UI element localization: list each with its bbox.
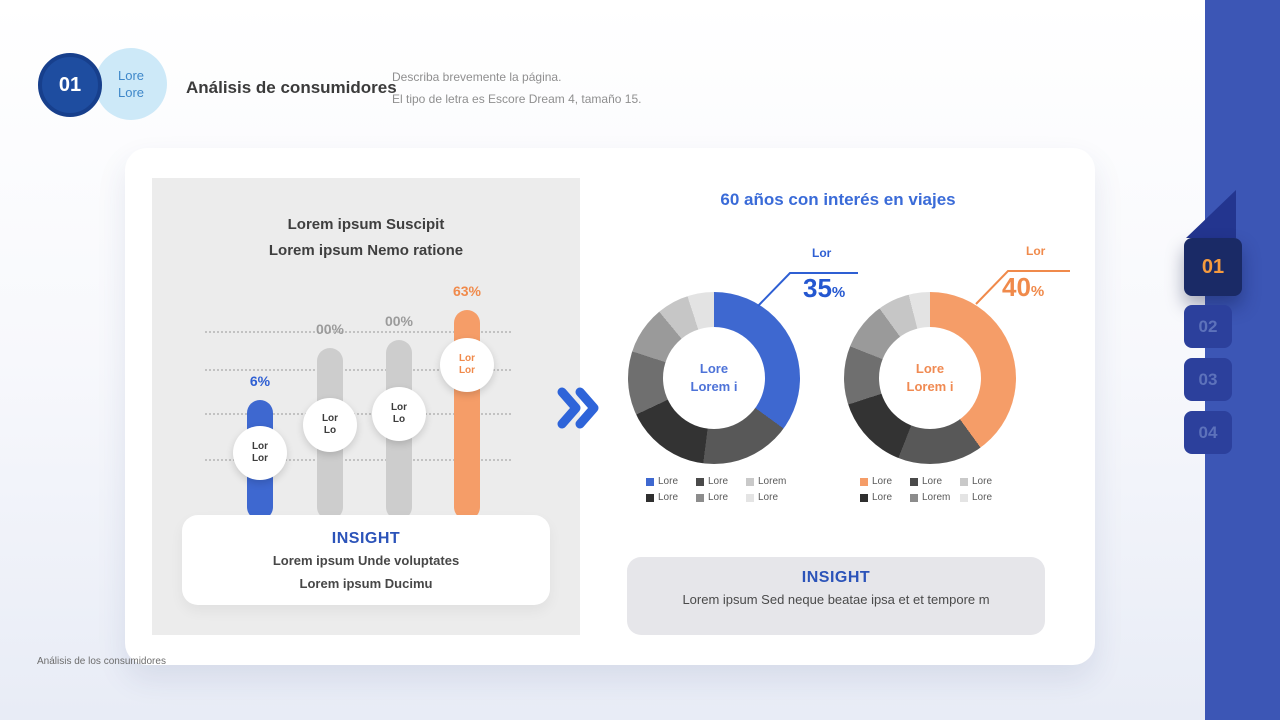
legend-swatch: [746, 477, 754, 486]
page-description: Describa brevemente la página. El tipo d…: [392, 66, 641, 110]
description-line: El tipo de letra es Escore Dream 4, tama…: [392, 92, 642, 106]
legend-label: Lore: [872, 476, 893, 487]
legend-item: Lore: [646, 492, 696, 503]
donut-center-line: Lorem i: [906, 379, 954, 394]
legend-item: Lore: [696, 476, 746, 487]
insight-title: INSIGHT: [331, 530, 401, 547]
slide-number: 01: [58, 73, 82, 96]
legend-swatch: [860, 477, 868, 486]
slide-number-badge: 01: [38, 53, 102, 117]
legend-label: Lore: [708, 492, 729, 503]
percent-sign: %: [1030, 283, 1045, 300]
legend-swatch: [960, 477, 968, 486]
legend-label: Lore: [872, 492, 893, 503]
donut-center-line: Lorem i: [690, 379, 738, 394]
donut2-legend: Lore Lore Lore Lore Lorem Lore: [860, 476, 1016, 503]
bar-chart-title-line: Lorem ipsum Suscipit: [287, 216, 445, 233]
insight-box-left: INSIGHT Lorem ipsum Unde voluptates Lore…: [182, 515, 550, 605]
donut-center-line: Lore: [699, 361, 729, 376]
legend-item: Lore: [910, 476, 960, 487]
bubble-line: Lore: [117, 85, 145, 100]
legend-item: Lore: [960, 492, 1016, 503]
donut1-percentage: 35%: [803, 273, 845, 304]
page-title: Análisis de consumidores: [186, 78, 397, 97]
legend-item: Lore: [696, 492, 746, 503]
legend-item: Lorem: [746, 476, 802, 487]
double-chevron-icon: [557, 387, 599, 429]
legend-swatch: [910, 477, 918, 486]
legend-label: Lore: [658, 492, 679, 503]
donut1-callout-label: Lor: [812, 246, 832, 260]
percent-sign: %: [831, 284, 846, 301]
legend-label: Lore: [922, 476, 943, 487]
donut2-callout-label: Lor: [1026, 244, 1046, 258]
bubble-line: Lore: [117, 68, 145, 83]
insight-title: INSIGHT: [801, 569, 871, 586]
insight-box-right: INSIGHT Lorem ipsum Sed neque beatae ips…: [627, 557, 1045, 635]
footer-note: Análisis de los consumidores: [37, 656, 166, 667]
legend-label: Lore: [708, 476, 729, 487]
donut1-center-label: Lore Lorem i: [628, 360, 800, 396]
legend-item: Lore: [646, 476, 696, 487]
legend-item: Lore: [746, 492, 802, 503]
donut2-percent-value: 40: [1002, 272, 1031, 302]
nav-tab-03[interactable]: 03: [1184, 358, 1232, 401]
legend-label: Lore: [758, 492, 779, 503]
legend-swatch: [910, 493, 918, 502]
topic-bubble: Lore Lore: [95, 48, 167, 120]
legend-item: Lore: [960, 476, 1016, 487]
legend-label: Lorem: [922, 492, 951, 503]
legend-swatch: [696, 477, 704, 486]
legend-label: Lore: [658, 476, 679, 487]
insight-text: Lorem ipsum Ducimu: [299, 576, 433, 591]
donut1-legend: Lore Lore Lorem Lore Lore Lore: [646, 476, 802, 503]
legend-label: Lorem: [758, 476, 787, 487]
donut1-percent-value: 35: [803, 273, 832, 303]
insight-text: Lorem ipsum Unde voluptates: [272, 553, 460, 568]
donut2-center-label: Lore Lorem i: [844, 360, 1016, 396]
legend-swatch: [646, 477, 654, 486]
legend-label: Lore: [972, 492, 993, 503]
donut-section-title: 60 años con interés en viajes: [720, 190, 956, 209]
legend-swatch: [646, 493, 654, 502]
donut2-percentage: 40%: [1002, 272, 1044, 303]
nav-tab-01[interactable]: 01: [1184, 238, 1242, 296]
legend-item: Lorem: [910, 492, 960, 503]
legend-label: Lore: [972, 476, 993, 487]
legend-item: Lore: [860, 476, 910, 487]
insight-text: Lorem ipsum Sed neque beatae ipsa et et …: [682, 592, 990, 607]
nav-tab-02[interactable]: 02: [1184, 305, 1232, 348]
bar-chart-title-line: Lorem ipsum Nemo ratione: [268, 242, 464, 259]
legend-swatch: [696, 493, 704, 502]
description-line: Describa brevemente la página.: [392, 70, 562, 84]
legend-swatch: [746, 493, 754, 502]
donut-chart-left: [628, 292, 800, 464]
donut-center-line: Lore: [915, 361, 945, 376]
nav-tab-04[interactable]: 04: [1184, 411, 1232, 454]
legend-swatch: [860, 493, 868, 502]
legend-swatch: [960, 493, 968, 502]
bar-chart-title: Lorem ipsum Suscipit Lorem ipsum Nemo ra…: [152, 212, 580, 264]
donut-chart-right: [844, 292, 1016, 464]
legend-item: Lore: [860, 492, 910, 503]
